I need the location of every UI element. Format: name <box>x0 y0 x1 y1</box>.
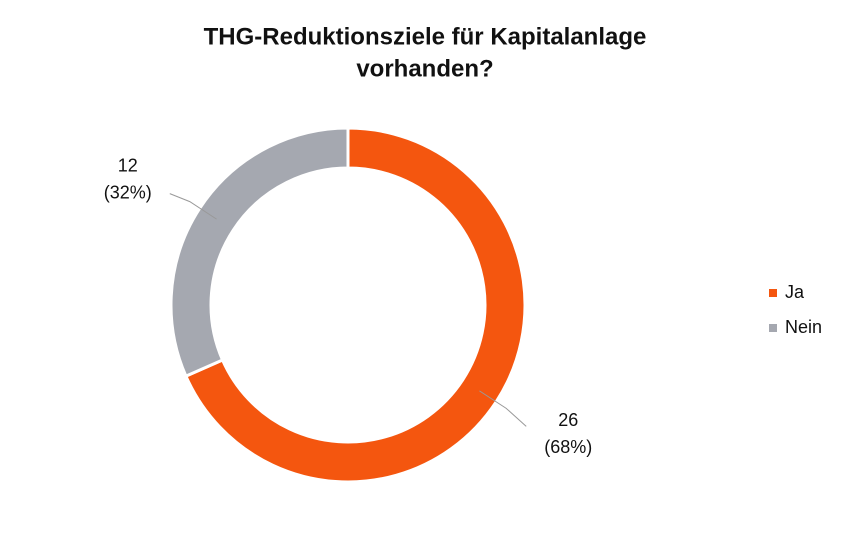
chart-title: THG-Reduktionsziele für Kapitalanlage <box>204 23 647 50</box>
legend-swatch <box>769 324 777 332</box>
legend-label: Ja <box>785 282 805 302</box>
donut-slice <box>183 126 527 484</box>
data-label-percent: (68%) <box>544 437 592 457</box>
leader-line <box>169 193 217 220</box>
leader-line <box>479 390 527 427</box>
chart-subtitle: vorhanden? <box>356 55 493 82</box>
data-label-percent: (32%) <box>104 182 152 202</box>
legend-label: Nein <box>785 317 822 337</box>
legend-swatch <box>769 289 777 297</box>
data-label: 26 <box>558 410 578 430</box>
data-label: 12 <box>118 155 138 175</box>
donut-slice <box>169 126 350 379</box>
